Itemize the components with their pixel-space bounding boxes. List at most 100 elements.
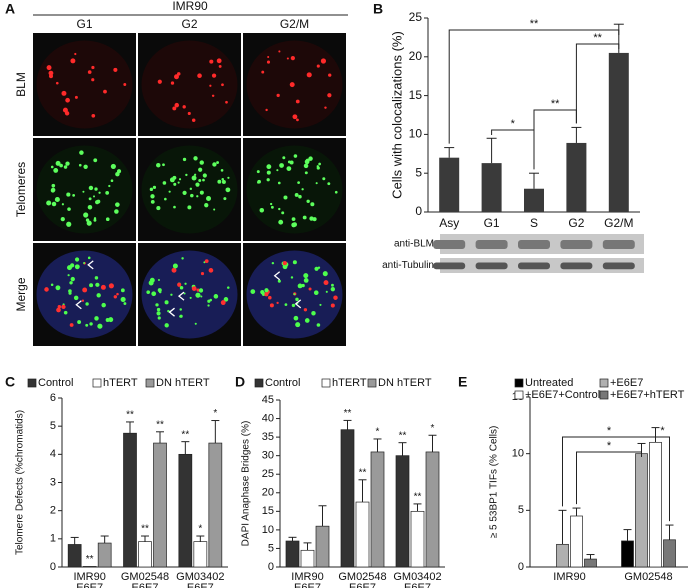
focus <box>182 157 187 162</box>
significance-label: ** <box>141 524 149 535</box>
bar <box>663 539 676 568</box>
focus <box>278 207 281 211</box>
focus <box>179 315 182 318</box>
focus <box>334 190 338 194</box>
focus <box>322 271 328 277</box>
focus <box>156 206 161 211</box>
y-tick-label: 35 <box>262 431 274 443</box>
y-tick-label: 30 <box>262 450 274 462</box>
focus <box>179 286 184 290</box>
focus <box>149 277 155 283</box>
legend-swatch <box>514 390 524 400</box>
row-label: Telomeres <box>14 162 28 217</box>
focus <box>323 280 329 286</box>
y-tick-label: 10 <box>409 127 423 141</box>
focus <box>91 65 95 70</box>
focus <box>115 202 120 207</box>
focus <box>286 57 289 60</box>
panel-label: C <box>5 374 15 390</box>
focus <box>221 177 225 181</box>
y-tick-label: 45 <box>262 394 274 406</box>
row-label: BLM <box>14 72 28 97</box>
focus <box>330 303 335 308</box>
focus <box>213 294 219 299</box>
focus <box>277 181 281 185</box>
focus <box>217 179 222 184</box>
focus <box>69 323 74 327</box>
focus <box>218 64 222 68</box>
focus <box>68 291 72 295</box>
blot-band <box>602 262 635 270</box>
focus <box>291 217 296 221</box>
significance-label: * <box>511 118 516 130</box>
focus <box>185 173 188 177</box>
focus <box>293 315 299 321</box>
focus <box>96 199 101 204</box>
legend-label: DN hTERT <box>378 377 432 389</box>
focus <box>181 257 184 260</box>
focus <box>57 305 62 309</box>
focus <box>194 173 197 176</box>
focus <box>271 261 275 265</box>
focus <box>266 60 271 64</box>
legend-swatch <box>254 378 264 388</box>
focus <box>209 84 212 87</box>
y-tick-label: 4 <box>50 448 56 460</box>
x-tick-label: Asy <box>439 216 459 230</box>
focus <box>211 94 215 98</box>
focus <box>310 202 315 207</box>
focus <box>155 303 159 307</box>
focus <box>207 304 210 307</box>
focus <box>292 114 298 120</box>
focus <box>316 323 321 327</box>
focus <box>194 322 197 325</box>
focus <box>44 287 49 292</box>
significance-label: * <box>607 440 612 452</box>
arrowhead <box>75 300 82 310</box>
legend-label: DN hTERT <box>156 377 210 389</box>
focus <box>206 195 212 201</box>
focus <box>301 283 305 288</box>
x-tick-line: GM02548 <box>121 571 169 583</box>
focus <box>73 295 79 301</box>
focus <box>162 181 167 185</box>
x-tick-line: IMR90 <box>291 571 323 583</box>
focus <box>313 290 319 296</box>
focus <box>67 207 71 211</box>
legend-swatch <box>145 378 155 388</box>
focus <box>191 175 197 181</box>
focus <box>79 150 84 155</box>
focus <box>152 185 157 189</box>
focus <box>46 200 52 206</box>
x-tick-line: IMR90 <box>73 571 105 583</box>
focus <box>182 105 186 109</box>
focus <box>191 286 197 291</box>
focus <box>306 72 312 78</box>
focus <box>221 179 226 184</box>
legend-swatch <box>599 378 609 388</box>
focus <box>315 182 318 185</box>
legend-swatch <box>321 378 331 388</box>
significance-label: ** <box>530 18 539 30</box>
y-axis-label: Telomere Defects (%chromatids) <box>15 410 26 555</box>
focus <box>283 195 288 200</box>
focus <box>54 196 60 203</box>
bar <box>635 453 648 568</box>
significance-label: * <box>660 425 665 437</box>
focus <box>197 73 202 79</box>
x-tick-label: GM03402 E6E7 <box>176 571 224 588</box>
focus <box>172 263 178 269</box>
focus <box>105 190 110 195</box>
focus <box>86 220 92 226</box>
focus <box>220 169 224 172</box>
significance-label: ** <box>344 408 352 419</box>
y-tick-label: 5 <box>268 542 274 554</box>
focus <box>85 323 89 327</box>
legend-swatch <box>367 378 377 388</box>
significance-label: ** <box>414 492 422 503</box>
blot-label: anti-BLM <box>394 239 434 250</box>
focus <box>266 178 270 182</box>
focus <box>74 52 77 56</box>
focus <box>281 211 285 215</box>
significance-label: ** <box>156 419 164 430</box>
